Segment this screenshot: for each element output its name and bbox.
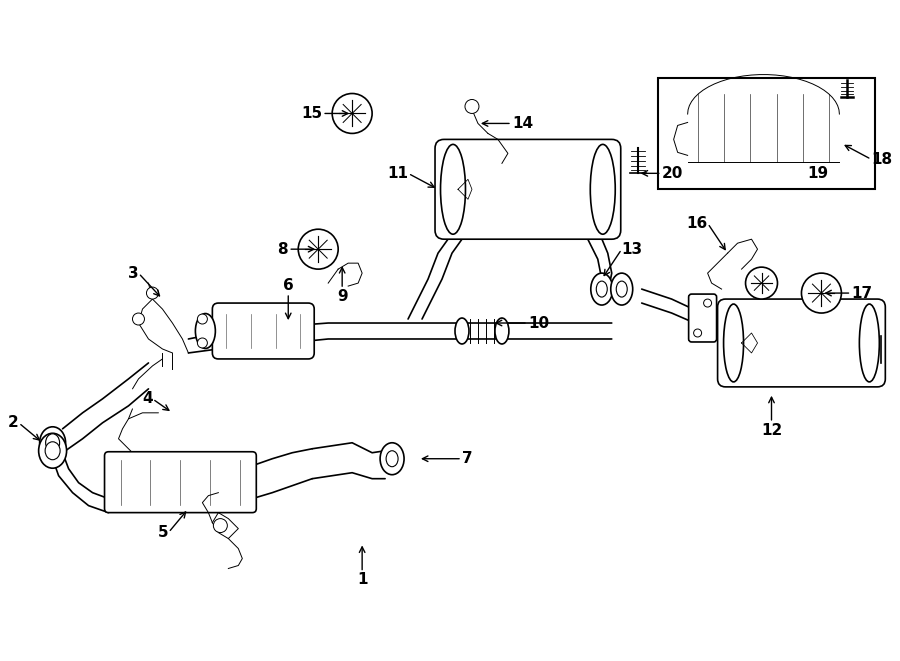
Text: 10: 10 — [528, 315, 549, 330]
Ellipse shape — [590, 144, 616, 234]
FancyBboxPatch shape — [212, 303, 314, 359]
FancyBboxPatch shape — [717, 299, 886, 387]
Ellipse shape — [860, 304, 879, 382]
Circle shape — [147, 287, 158, 299]
Ellipse shape — [455, 318, 469, 344]
Ellipse shape — [611, 273, 633, 305]
Text: 6: 6 — [283, 278, 293, 293]
Circle shape — [332, 93, 372, 134]
Text: 16: 16 — [687, 215, 707, 231]
Ellipse shape — [45, 442, 60, 460]
Bar — [658, 77, 876, 189]
Text: 5: 5 — [158, 525, 168, 540]
Circle shape — [745, 267, 778, 299]
Ellipse shape — [616, 281, 627, 297]
Ellipse shape — [40, 427, 66, 459]
Circle shape — [704, 299, 712, 307]
Circle shape — [197, 314, 207, 324]
Ellipse shape — [39, 433, 67, 468]
FancyBboxPatch shape — [104, 451, 256, 513]
Ellipse shape — [724, 304, 743, 382]
Text: 18: 18 — [871, 152, 893, 167]
Ellipse shape — [440, 144, 465, 234]
Text: 2: 2 — [8, 415, 19, 430]
Text: 20: 20 — [662, 166, 683, 181]
Text: 15: 15 — [302, 106, 322, 121]
Text: 11: 11 — [387, 166, 408, 181]
Text: 13: 13 — [622, 242, 643, 256]
Text: 4: 4 — [142, 391, 152, 407]
Ellipse shape — [46, 434, 59, 451]
Text: 12: 12 — [760, 423, 782, 438]
Circle shape — [465, 100, 479, 114]
Text: 9: 9 — [337, 289, 347, 304]
Text: 7: 7 — [462, 451, 472, 466]
Ellipse shape — [380, 443, 404, 475]
Text: 8: 8 — [277, 242, 288, 256]
Circle shape — [197, 338, 207, 348]
FancyBboxPatch shape — [688, 294, 716, 342]
Circle shape — [802, 273, 842, 313]
Ellipse shape — [590, 273, 613, 305]
Circle shape — [132, 313, 145, 325]
Ellipse shape — [386, 451, 398, 467]
Circle shape — [298, 229, 338, 269]
Text: 1: 1 — [357, 572, 367, 588]
Text: 19: 19 — [807, 166, 829, 181]
Circle shape — [694, 329, 702, 337]
Ellipse shape — [195, 313, 215, 348]
Ellipse shape — [495, 318, 508, 344]
Text: 14: 14 — [512, 116, 533, 131]
FancyBboxPatch shape — [435, 139, 621, 239]
Text: 17: 17 — [851, 286, 872, 301]
Ellipse shape — [597, 281, 608, 297]
Text: 3: 3 — [128, 266, 139, 281]
Circle shape — [213, 519, 228, 533]
